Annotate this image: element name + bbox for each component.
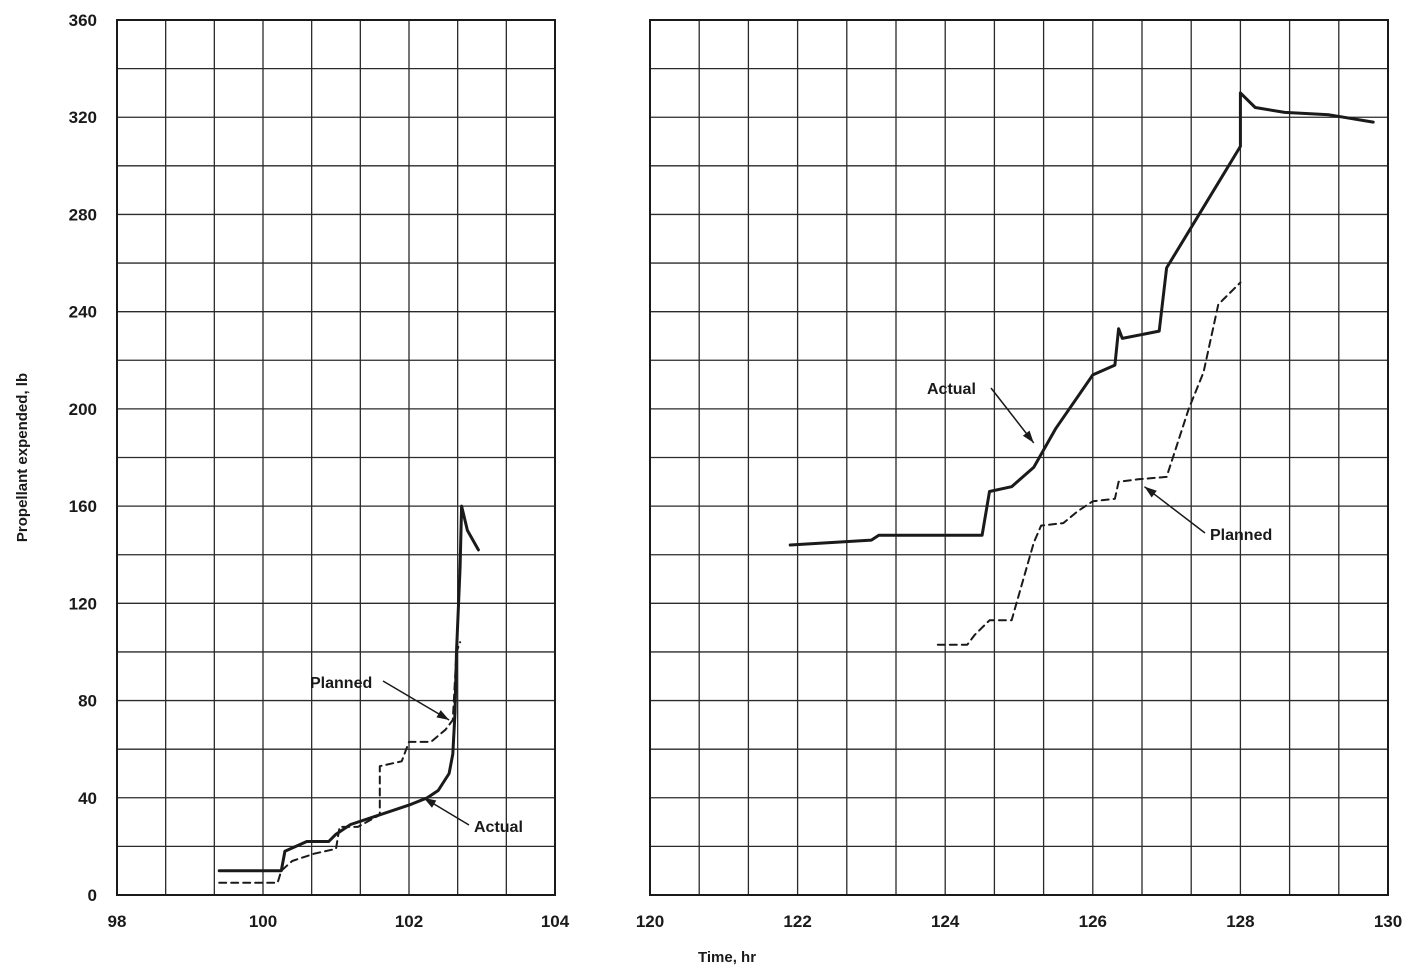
y-tick-label: 40 <box>78 789 97 808</box>
arrowhead-icon <box>423 797 437 808</box>
annotation-planned: Planned <box>310 675 450 721</box>
annotation-planned: Planned <box>1144 486 1272 544</box>
x-tick-label: 120 <box>636 912 664 931</box>
x-tick-label: 122 <box>783 912 811 931</box>
arrowhead-icon <box>436 710 450 720</box>
x-tick-label: 100 <box>249 912 277 931</box>
annotation-label: Planned <box>310 675 372 692</box>
right-plot-frame <box>649 19 1389 896</box>
arrowhead-icon <box>1022 430 1034 443</box>
y-tick-label: 280 <box>69 205 97 224</box>
series-line-planned <box>936 281 1242 646</box>
x-tick-label: 126 <box>1079 912 1107 931</box>
annotation-label: Actual <box>927 381 976 398</box>
y-tick-label: 320 <box>69 108 97 127</box>
y-axis-title: Propellant expended, lb <box>14 373 31 542</box>
y-tick-label: 0 <box>88 886 97 905</box>
y-tick-label: 80 <box>78 692 97 711</box>
y-tick-label: 360 <box>69 11 97 30</box>
annotation-leader <box>382 680 450 721</box>
x-tick-label: 98 <box>108 912 127 931</box>
annotation-leader <box>1144 486 1206 534</box>
series-line-planned <box>218 641 462 884</box>
series-line-actual <box>217 504 480 873</box>
annotation-actual: Actual <box>927 381 1035 444</box>
x-tick-label: 102 <box>395 912 423 931</box>
arrowhead-icon <box>1144 486 1157 498</box>
series-line-actual <box>788 91 1375 547</box>
left-grid <box>116 19 556 896</box>
y-tick-label: 120 <box>69 594 97 613</box>
right-grid <box>649 19 1389 896</box>
annotation-label: Planned <box>1210 527 1272 544</box>
x-axis-title: Time, hr <box>698 949 756 966</box>
y-tick-label: 240 <box>69 303 97 322</box>
right-panel: 120 122 124 126 128 130 Time, hr Actual Planned <box>636 19 1402 966</box>
x-tick-label: 130 <box>1374 912 1402 931</box>
left-panel: 98 100 102 104 0 40 80 120 160 200 240 280 320 360 Pro… <box>14 11 570 931</box>
y-tick-label: 160 <box>69 497 97 516</box>
annotation-label: Actual <box>474 819 523 836</box>
y-tick-label: 200 <box>69 400 97 419</box>
x-tick-label: 104 <box>541 912 570 931</box>
annotation-actual: Actual <box>423 797 523 836</box>
x-tick-label: 128 <box>1226 912 1254 931</box>
x-tick-label: 124 <box>931 912 960 931</box>
left-plot-frame <box>116 19 556 896</box>
